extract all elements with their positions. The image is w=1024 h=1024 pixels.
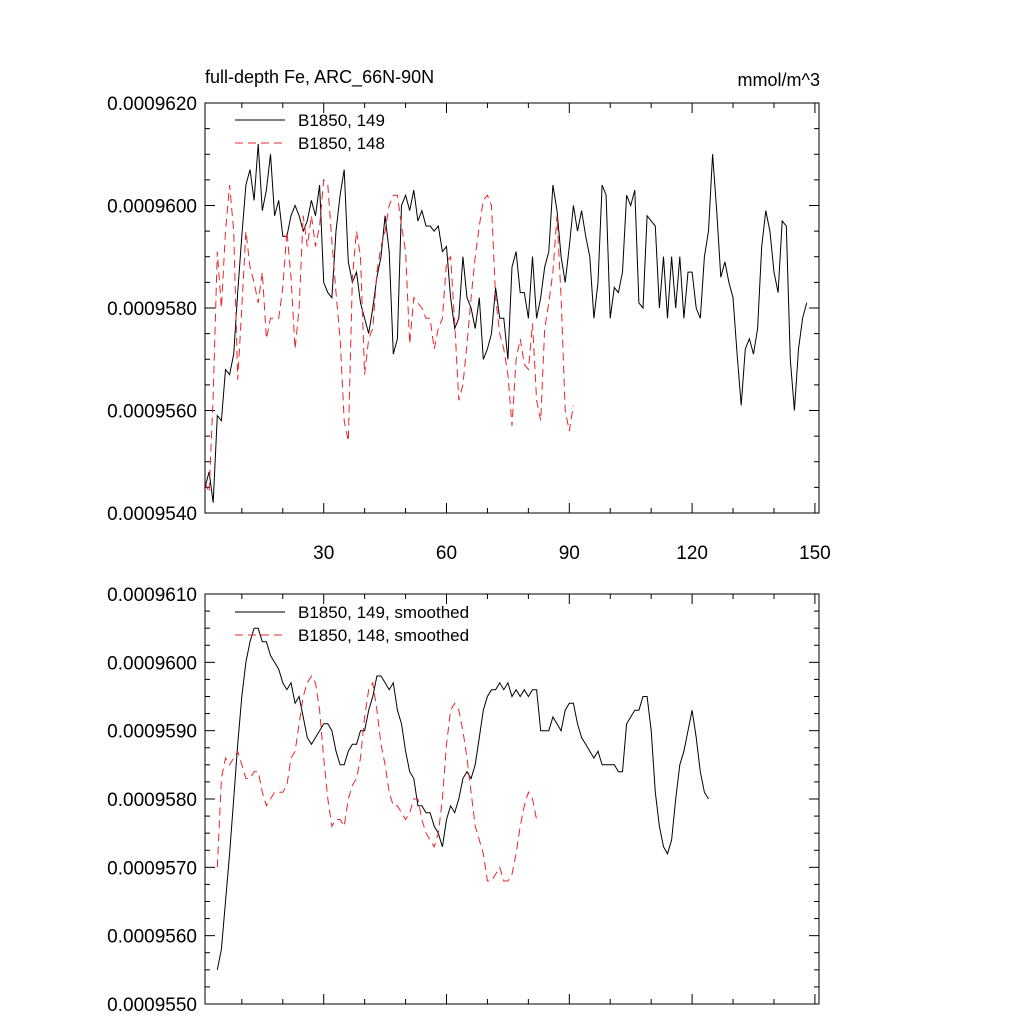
series-line-148	[204, 178, 574, 493]
series-line-149	[204, 143, 808, 503]
chart-title: full-depth Fe, ARC_66N-90N	[205, 67, 434, 88]
y-tick-label: 0.0009560	[107, 402, 197, 423]
bottom-panel-series	[216, 627, 709, 970]
y-tick-label: 0.0009610	[107, 585, 197, 606]
y-tick-label: 0.0009600	[107, 653, 197, 674]
y-tick-label: 0.0009620	[107, 94, 197, 115]
legend-label-149-smoothed: B1850, 149, smoothed	[298, 603, 469, 622]
chart-units: mmol/m^3	[738, 70, 820, 90]
y-tick-label: 0.0009550	[107, 995, 197, 1016]
top-legend: B1850, 149 B1850, 148	[235, 111, 385, 153]
x-tick-label: 90	[559, 543, 580, 564]
top-panel: full-depth Fe, ARC_66N-90N mmol/m^3 0.00…	[107, 67, 831, 564]
legend-label-148-smoothed: B1850, 148, smoothed	[298, 626, 469, 645]
top-panel-frame	[204, 102, 820, 514]
legend-label-149: B1850, 149	[298, 111, 385, 130]
legend-label-148: B1850, 148	[298, 134, 385, 153]
y-tick-label: 0.0009560	[107, 927, 197, 948]
y-tick-label: 0.0009580	[107, 790, 197, 811]
top-panel-ticks: 0.0009540 0.0009560 0.0009580 0.0009600 0.00…	[107, 94, 831, 564]
x-tick-label: 150	[799, 543, 831, 564]
x-tick-label: 30	[313, 543, 334, 564]
bottom-legend: B1850, 149, smoothed B1850, 148, smoothe…	[235, 603, 469, 645]
y-tick-label: 0.0009600	[107, 197, 197, 218]
y-tick-label: 0.0009580	[107, 299, 197, 320]
series-line-149-smoothed	[216, 627, 709, 970]
y-tick-label: 0.0009570	[107, 858, 197, 879]
series-line-148-smoothed	[216, 675, 538, 882]
top-panel-series	[204, 143, 808, 503]
bottom-panel-frame	[204, 593, 820, 1005]
x-tick-label: 60	[436, 543, 457, 564]
y-tick-label: 0.0009540	[107, 504, 197, 525]
y-tick-label: 0.0009590	[107, 722, 197, 743]
bottom-panel-ticks: 0.0009550 0.0009560 0.0009570 0.0009580 0.00…	[107, 585, 819, 1016]
bottom-panel: 0.0009550 0.0009560 0.0009570 0.0009580 0.00…	[107, 585, 820, 1016]
x-tick-label: 120	[676, 543, 708, 564]
